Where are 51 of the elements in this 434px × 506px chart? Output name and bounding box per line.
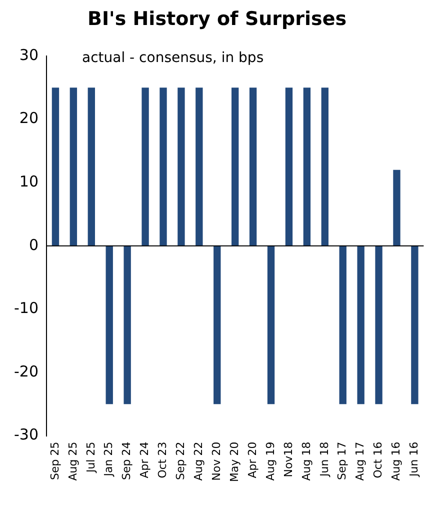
bar bbox=[393, 170, 400, 246]
x-tick-label: Apr 20 bbox=[246, 442, 259, 478]
x-tick-label: Sep 24 bbox=[120, 442, 134, 480]
x-tick-label: Jun 16 bbox=[408, 442, 421, 478]
x-tick-label: Aug 16 bbox=[390, 442, 403, 481]
bar bbox=[303, 88, 311, 246]
x-tick-label: Aug 19 bbox=[264, 442, 277, 481]
bar bbox=[411, 246, 418, 404]
x-tick-label: Oct 16 bbox=[372, 442, 385, 478]
bar bbox=[196, 88, 203, 246]
bar bbox=[232, 88, 239, 246]
chart-subtitle: actual - consensus, in bps bbox=[82, 50, 264, 66]
x-tick-label: Aug 17 bbox=[354, 442, 367, 481]
bar bbox=[339, 246, 346, 404]
bar bbox=[321, 88, 328, 246]
bar bbox=[124, 246, 131, 404]
bar bbox=[70, 88, 78, 246]
bar bbox=[267, 246, 275, 404]
x-tick-label: Aug 22 bbox=[192, 442, 206, 481]
bar bbox=[249, 88, 257, 246]
x-tick-label: Jun 18 bbox=[318, 442, 331, 478]
x-tick-label: Sep 22 bbox=[174, 442, 188, 480]
y-tick-label: 0 bbox=[28, 236, 38, 254]
x-tick-label: Jul 25 bbox=[84, 442, 98, 474]
y-tick-label: 30 bbox=[19, 46, 38, 64]
x-tick-label: Oct 23 bbox=[156, 442, 170, 478]
bar bbox=[88, 88, 95, 246]
x-tick-label: Aug 18 bbox=[300, 442, 313, 481]
bar bbox=[178, 88, 185, 246]
x-tick-label: Nov 20 bbox=[210, 442, 223, 481]
x-tick-label: Jan 25 bbox=[102, 442, 116, 478]
y-tick-label: -10 bbox=[14, 299, 38, 318]
x-tick-label: Apr 24 bbox=[138, 442, 152, 478]
bar bbox=[375, 246, 382, 404]
bar bbox=[52, 88, 60, 246]
chart-title: BI's History of Surprises bbox=[86, 8, 348, 30]
x-tick-label: Sep 17 bbox=[336, 442, 349, 480]
y-tick-label: -20 bbox=[14, 362, 38, 380]
x-tick-label: Aug 25 bbox=[66, 442, 80, 481]
x-tick-label: Nov18 bbox=[282, 442, 295, 478]
x-tick-label: May 20 bbox=[228, 442, 241, 482]
y-tick-label: 10 bbox=[19, 172, 38, 190]
bar bbox=[357, 246, 364, 404]
y-tick-label: 20 bbox=[19, 109, 38, 128]
bar bbox=[214, 246, 221, 404]
x-tick-label: Sep 25 bbox=[48, 442, 62, 480]
bar bbox=[106, 246, 113, 404]
bar bbox=[142, 88, 149, 246]
bar bbox=[285, 88, 293, 246]
bar bbox=[160, 88, 167, 246]
y-tick-label: -30 bbox=[14, 426, 38, 444]
